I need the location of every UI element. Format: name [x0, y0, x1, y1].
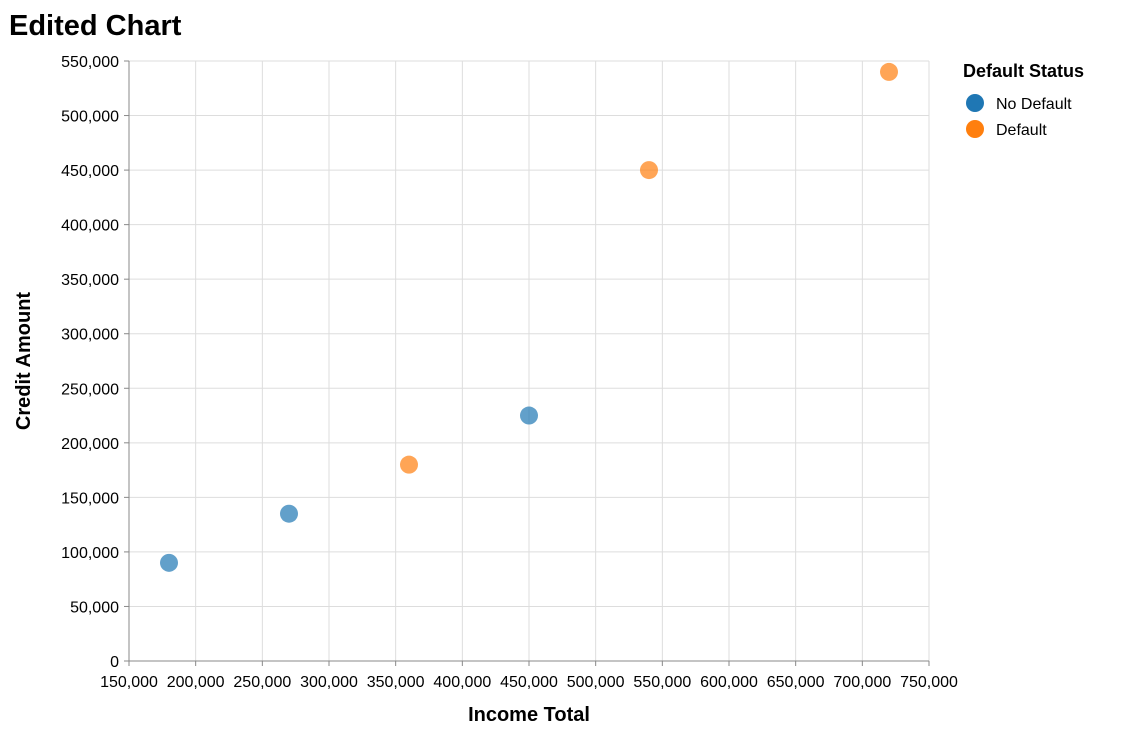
y-tick-label: 100,000	[61, 545, 119, 562]
x-tick-label: 700,000	[833, 674, 891, 691]
y-tick-label: 350,000	[61, 272, 119, 289]
y-tick-label: 550,000	[61, 54, 119, 71]
x-tick-label: 750,000	[900, 674, 958, 691]
grid-layer	[128, 60, 930, 662]
data-point-no-default[interactable]	[160, 553, 178, 572]
x-tick-label: 650,000	[767, 674, 825, 691]
x-tick-label: 200,000	[167, 674, 225, 691]
legend-title: Default Status	[963, 61, 1084, 81]
x-tick-label: 250,000	[233, 674, 291, 691]
data-point-default[interactable]	[640, 161, 658, 180]
legend-items: No Default Default	[966, 94, 1072, 139]
legend-swatch	[966, 120, 984, 138]
y-tick-label: 150,000	[61, 490, 119, 507]
x-tick-label: 500,000	[567, 674, 625, 691]
chart-title: Edited Chart	[9, 10, 182, 42]
legend-label: Default	[996, 122, 1047, 139]
y-tick-label: 450,000	[61, 163, 119, 180]
legend-label: No Default	[996, 96, 1072, 113]
x-axis-title: Income Total	[468, 704, 590, 726]
y-tick-label: 50,000	[70, 599, 119, 616]
data-point-no-default[interactable]	[280, 504, 298, 523]
y-tick-label: 500,000	[61, 109, 119, 126]
legend: Default Status No Default Default	[963, 61, 1084, 139]
y-tick-label: 0	[110, 654, 119, 671]
x-tick-label: 450,000	[500, 674, 558, 691]
legend-swatch	[966, 94, 984, 112]
x-tick-label: 150,000	[100, 674, 158, 691]
y-tick-label: 300,000	[61, 327, 119, 344]
data-point-no-default[interactable]	[520, 406, 538, 425]
y-tick-label: 400,000	[61, 218, 119, 235]
x-tick-label: 550,000	[633, 674, 691, 691]
y-tick-label: 200,000	[61, 436, 119, 453]
axis-layer: 150,000 200,000 250,000 300,000 350,000 400,0…	[61, 54, 958, 691]
points-layer	[160, 62, 898, 572]
data-point-default[interactable]	[400, 455, 418, 474]
y-tick-label: 250,000	[61, 381, 119, 398]
x-tick-label: 600,000	[700, 674, 758, 691]
x-tick-label: 300,000	[300, 674, 358, 691]
y-axis-title: Credit Amount	[13, 292, 35, 430]
x-tick-label: 400,000	[433, 674, 491, 691]
data-point-default[interactable]	[880, 62, 898, 81]
x-tick-label: 350,000	[367, 674, 425, 691]
